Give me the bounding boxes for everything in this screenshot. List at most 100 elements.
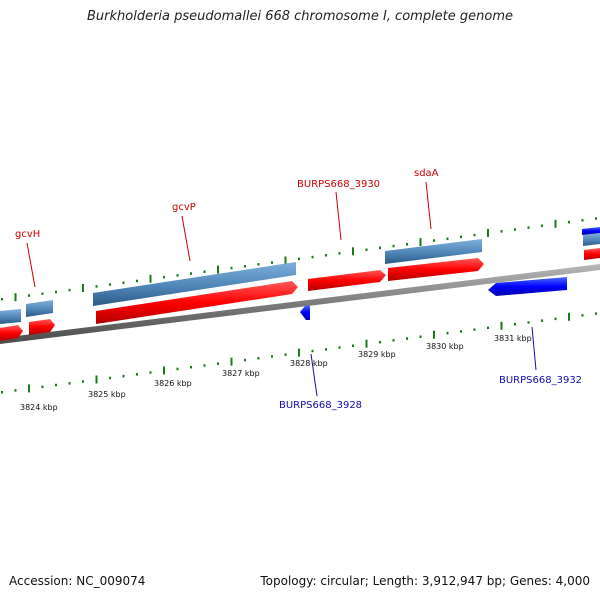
gene-label-burps668-3930[interactable]: BURPS668_3930 (297, 179, 380, 190)
minor-tick (460, 235, 462, 239)
minor-tick (41, 292, 44, 295)
callout-line (425, 181, 432, 230)
gene-label-gcvp[interactable]: gcvP (172, 202, 196, 213)
cds-bar[interactable] (583, 233, 600, 246)
axis-label: 3824 kbp (20, 403, 58, 412)
axis-label: 3831 kbp (494, 334, 532, 343)
minor-tick (257, 263, 260, 266)
minor-tick (446, 331, 449, 335)
axis-label: 3830 kbp (426, 342, 464, 351)
minor-tick (230, 266, 233, 270)
minor-tick (406, 243, 408, 246)
minor-tick (379, 246, 381, 250)
callout-line (26, 242, 36, 288)
minor-tick (365, 248, 368, 251)
minor-tick (163, 276, 165, 279)
major-tick (568, 312, 570, 321)
major-tick (230, 357, 233, 366)
major-tick (82, 284, 84, 292)
minor-tick (392, 244, 395, 248)
genome-backbone (0, 264, 600, 344)
accession-text: Accession: NC_009074 (9, 574, 146, 588)
forward-gene-arrow[interactable] (29, 319, 55, 335)
minor-tick (446, 237, 449, 240)
callout-line (181, 215, 191, 262)
gene-label-gcvh[interactable]: gcvH (15, 229, 40, 240)
forward-gene-arrow[interactable] (96, 281, 298, 324)
axis-label: 3827 kbp (222, 369, 260, 378)
forward-gene-arrow[interactable] (388, 258, 484, 281)
minor-tick (14, 389, 17, 392)
reverse-gene-track (300, 227, 600, 320)
axis-label: 3825 kbp (88, 390, 126, 399)
axis-label: 3829 kbp (358, 350, 396, 359)
minor-tick (203, 270, 206, 273)
minor-tick (419, 335, 422, 338)
minor-tick (433, 239, 435, 242)
minor-tick (595, 312, 597, 315)
gene-labels: gcvH gcvP BURPS668_3930 sdaA BURPS668_39… (15, 168, 582, 411)
minor-tick (581, 314, 584, 317)
minor-tick (541, 319, 543, 322)
axis-label: 3826 kbp (154, 379, 192, 388)
major-tick (298, 348, 300, 357)
minor-tick (190, 272, 192, 275)
minor-tick (514, 323, 516, 326)
reverse-gene-arrow[interactable] (582, 227, 600, 235)
minor-tick (176, 367, 179, 371)
major-tick (14, 293, 17, 302)
minor-tick (568, 220, 570, 224)
major-tick (554, 219, 557, 228)
minor-tick (311, 349, 314, 353)
minor-tick (122, 281, 125, 284)
forward-gene-arrow[interactable] (584, 248, 600, 260)
minor-tick (460, 330, 462, 333)
minor-tick (379, 340, 381, 344)
major-tick (95, 375, 98, 384)
gene-label-burps668-3932[interactable]: BURPS668_3932 (499, 375, 582, 386)
major-tick (419, 238, 422, 247)
genome-summary-text: Topology: circular; Length: 3,912,947 bp… (260, 574, 590, 588)
major-tick (163, 366, 165, 375)
minor-tick (217, 362, 219, 365)
callout-line (531, 326, 537, 371)
minor-tick (55, 383, 57, 387)
minor-tick (392, 339, 395, 342)
forward-gene-arrow[interactable] (0, 325, 23, 341)
minor-tick (298, 257, 300, 261)
upper-tick-track (1, 217, 597, 302)
cds-bar[interactable] (93, 262, 296, 306)
forward-gene-arrow[interactable] (308, 270, 386, 291)
minor-tick (473, 233, 476, 237)
minor-tick (149, 371, 152, 374)
reverse-gene-arrow[interactable] (300, 305, 310, 320)
minor-tick (352, 344, 354, 347)
forward-gene-track (0, 248, 600, 341)
minor-tick (122, 374, 125, 378)
minor-tick (28, 294, 30, 297)
major-tick (149, 274, 152, 283)
reverse-gene-arrow[interactable] (488, 277, 567, 296)
minor-tick (203, 364, 206, 367)
minor-tick (527, 226, 530, 229)
minor-tick (487, 326, 489, 330)
minor-tick (136, 279, 138, 283)
minor-tick (595, 217, 597, 220)
callout-line (310, 353, 318, 397)
cds-bar[interactable] (0, 309, 21, 324)
minor-tick (68, 288, 71, 292)
gene-label-sdaa[interactable]: sdaA (414, 168, 439, 179)
minor-tick (406, 337, 408, 340)
cds-track (0, 233, 600, 324)
minor-tick (190, 365, 192, 369)
minor-tick (68, 382, 71, 385)
cds-bar[interactable] (385, 239, 482, 264)
minor-tick (244, 265, 246, 268)
callout-line (335, 191, 342, 241)
cds-bar[interactable] (26, 300, 53, 317)
minor-tick (500, 230, 503, 233)
gene-label-burps668-3928[interactable]: BURPS668_3928 (279, 400, 362, 411)
minor-tick (136, 373, 138, 376)
